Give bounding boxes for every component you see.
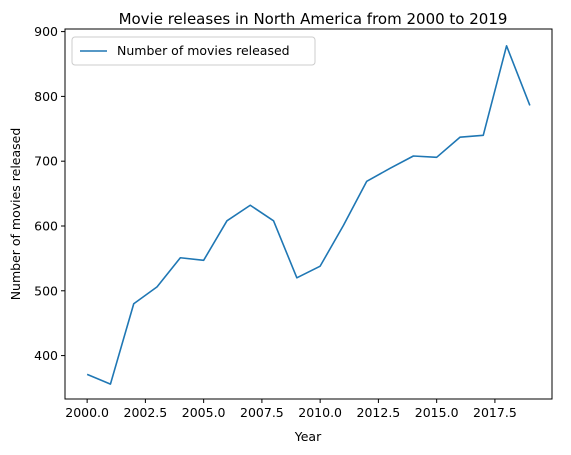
y-tick-label: 400 — [34, 348, 58, 363]
x-axis-label: Year — [294, 429, 322, 444]
x-axis-ticks: 2000.0 2002.5 2005.0 2007.5 2010.0 2012.5 2015… — [65, 399, 517, 420]
x-tick-label: 2010.0 — [298, 405, 342, 420]
y-axis-ticks: 400 500 600 700 800 900 — [34, 24, 65, 363]
legend-box — [71, 36, 316, 66]
x-tick-label: 2015.0 — [415, 405, 459, 420]
x-tick-label: 2005.0 — [182, 405, 226, 420]
y-tick-label: 700 — [34, 154, 58, 169]
chart-title: Movie releases in North America from 200… — [119, 10, 508, 28]
y-tick-label: 500 — [34, 283, 58, 298]
y-axis-label: Number of movies released — [8, 128, 23, 301]
y-tick-label: 800 — [34, 89, 58, 104]
legend-label: Number of movies released — [117, 43, 290, 58]
x-tick-label: 2007.5 — [240, 405, 284, 420]
x-tick-label: 2000.0 — [65, 405, 109, 420]
series-line-0 — [86, 45, 531, 385]
y-tick-label: 600 — [34, 218, 58, 233]
legend: Number of movies released — [71, 36, 316, 66]
plot-frame — [64, 28, 553, 400]
series-lines — [86, 45, 531, 385]
y-tick-label: 900 — [34, 24, 58, 39]
x-tick-label: 2012.5 — [357, 405, 401, 420]
x-tick-label: 2017.5 — [473, 405, 517, 420]
x-tick-label: 2002.5 — [124, 405, 168, 420]
